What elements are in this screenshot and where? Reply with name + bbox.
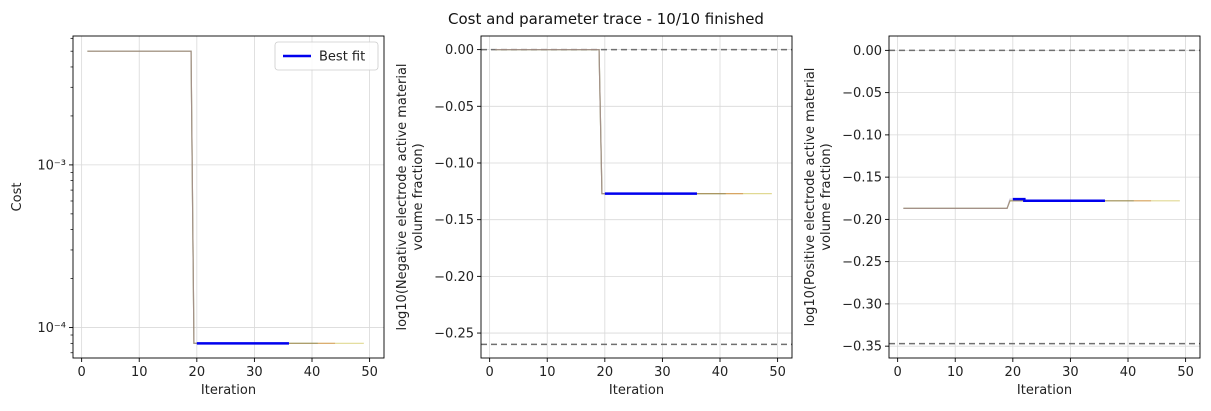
x-tick-label: 0 <box>77 365 85 380</box>
y-tick-label: −0.30 <box>842 297 882 312</box>
trace-line <box>87 50 289 344</box>
series-group <box>903 197 1180 210</box>
y-axis-label: Cost <box>10 183 25 212</box>
trace-line <box>87 50 364 344</box>
y-tick-label: −0.20 <box>434 270 474 285</box>
x-axis-label: Iteration <box>201 383 256 398</box>
y-tick-label: −0.25 <box>434 327 474 342</box>
trace-line <box>495 49 772 195</box>
y-tick-label: −0.35 <box>842 340 882 355</box>
y-tick-label: −0.25 <box>842 255 882 270</box>
legend-label: Best fit <box>319 50 365 65</box>
y-axis-label: volume fraction) <box>411 143 426 250</box>
trace-line <box>87 50 318 344</box>
x-axis-label: Iteration <box>1017 383 1072 398</box>
y-axis-label: log10(Negative electrode active material <box>395 63 410 330</box>
trace-line <box>495 49 744 195</box>
chart-panel-1: 0 10 20 30 40 50 10⁻⁴ 10⁻³ Iteration Cost Best fit <box>10 35 385 398</box>
x-tick-label: 40 <box>712 365 729 380</box>
legend: Best fit <box>274 41 379 71</box>
y-tick-label: −0.05 <box>842 86 882 101</box>
x-tick-label: 0 <box>485 365 493 380</box>
chart-panels: 0 10 20 30 40 50 10⁻⁴ 10⁻³ Iteration Cost Best fit… <box>10 35 1201 398</box>
axes-frame <box>480 35 793 359</box>
y-tick-label: −0.10 <box>434 156 474 171</box>
x-tick-label: 50 <box>769 365 786 380</box>
axes-frame <box>888 35 1201 359</box>
x-tick-label: 10 <box>539 365 556 380</box>
axes-frame <box>72 35 385 359</box>
series-group <box>495 49 772 195</box>
trace-line <box>495 49 726 195</box>
legend-box <box>274 41 379 71</box>
x-tick-label: 10 <box>947 365 964 380</box>
y-tick-label: −0.20 <box>842 213 882 228</box>
x-tick-label: 30 <box>1062 365 1079 380</box>
y-tick-label: 0.00 <box>445 43 474 58</box>
series-group <box>87 50 364 345</box>
y-tick-label: −0.10 <box>842 128 882 143</box>
x-tick-label: 10 <box>131 365 148 380</box>
y-tick-label: 0.00 <box>853 44 882 59</box>
chart-panel-2: 0 10 20 30 40 50 0.00 −0.05 −0.10 −0.15 −0.20 −0.25… <box>395 35 793 398</box>
y-tick-label: −0.05 <box>434 100 474 115</box>
chart-panel-3: 0 10 20 30 40 50 0.00 −0.05 −0.10 −0.15 −0.20 −0.25… <box>803 35 1201 398</box>
y-tick-label: −0.15 <box>842 171 882 186</box>
y-tick-label: 10⁻⁴ <box>37 321 66 336</box>
x-axis-label: Iteration <box>609 383 664 398</box>
x-tick-label: 20 <box>189 365 206 380</box>
y-tick-label: 10⁻³ <box>37 158 66 173</box>
best-fit-line <box>1012 197 1105 203</box>
x-tick-label: 20 <box>1005 365 1022 380</box>
x-tick-label: 40 <box>304 365 321 380</box>
figure-suptitle: Cost and parameter trace - 10/10 finishe… <box>448 10 764 28</box>
y-tick-label: −0.15 <box>434 213 474 228</box>
trace-line <box>87 50 336 344</box>
x-tick-label: 50 <box>1177 365 1194 380</box>
y-axis-label: volume fraction) <box>819 143 834 250</box>
x-tick-label: 30 <box>654 365 671 380</box>
x-tick-label: 0 <box>893 365 901 380</box>
y-axis-label: log10(Positive electrode active material <box>803 68 818 327</box>
x-tick-label: 20 <box>597 365 614 380</box>
x-tick-label: 30 <box>246 365 263 380</box>
x-tick-label: 50 <box>361 365 378 380</box>
trace-line <box>495 49 697 195</box>
x-tick-label: 40 <box>1120 365 1137 380</box>
